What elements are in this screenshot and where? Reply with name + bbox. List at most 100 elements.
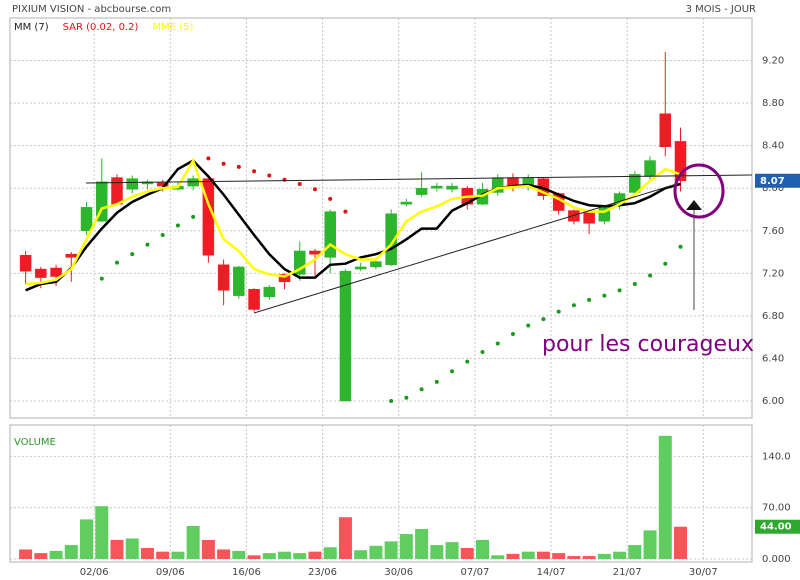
y-tick-label: 6.40 <box>762 353 784 364</box>
candle-body <box>111 177 123 205</box>
candle-body <box>278 274 291 283</box>
price-panel <box>9 17 753 419</box>
volume-bar <box>262 553 276 559</box>
y-tick-label: 8.00 <box>762 183 784 194</box>
volume-tick-label: 140.0 <box>762 451 791 462</box>
y-tick-label: 7.60 <box>762 226 784 237</box>
candle-body <box>629 174 641 193</box>
sar-dot <box>587 297 592 302</box>
x-tick-label: 16/06 <box>232 567 261 578</box>
candle-body <box>126 178 138 190</box>
candle-body <box>156 182 169 187</box>
sar-dot <box>99 276 104 281</box>
volume-bar <box>628 545 642 559</box>
volume-bar <box>34 553 48 559</box>
x-tick-label: 30/06 <box>384 567 413 578</box>
sar-dot <box>145 242 150 247</box>
volume-bar <box>506 553 520 559</box>
sar-dot <box>130 252 135 257</box>
sar-dot <box>267 173 272 178</box>
candle-body <box>248 289 260 310</box>
sar-dot <box>495 341 500 346</box>
candle-body <box>294 250 306 275</box>
sar-dot <box>526 323 531 328</box>
volume-bar <box>49 550 63 559</box>
volume-tick-label: 70.00 <box>762 503 791 514</box>
volume-bar <box>643 530 657 559</box>
sar-dot <box>343 209 348 214</box>
volume-bar <box>582 556 596 559</box>
sar-dot <box>252 169 257 174</box>
sar-dot <box>221 161 226 166</box>
volume-bar <box>430 545 444 559</box>
volume-bar <box>19 549 33 559</box>
candle-body <box>415 187 428 195</box>
x-tick-label: 23/06 <box>308 567 337 578</box>
sar-dot <box>571 303 576 308</box>
last-price-label: 8.07 <box>760 176 785 187</box>
chart-title: PIXIUM VISION - abcbourse.com <box>12 4 171 15</box>
sar-dot <box>480 350 485 355</box>
x-tick-label: 09/06 <box>156 567 185 578</box>
volume-bar <box>308 551 322 559</box>
candle-body <box>309 250 321 255</box>
volume-bar <box>247 555 261 559</box>
volume-bar <box>293 553 307 559</box>
sar-dot <box>602 293 607 298</box>
sar-dot <box>114 260 119 265</box>
candle-body <box>354 266 367 270</box>
sar-dot <box>632 281 637 286</box>
volume-bar <box>217 549 231 559</box>
volume-bar <box>338 517 352 559</box>
candle-body <box>370 261 382 268</box>
sar-dot <box>236 164 241 169</box>
candle-body <box>263 286 276 297</box>
volume-bar <box>125 538 139 559</box>
volume-bar <box>674 526 688 559</box>
volume-bar <box>323 547 337 559</box>
volume-bar <box>384 541 398 559</box>
candle-body <box>324 211 336 258</box>
y-tick-label: 8.40 <box>762 141 784 152</box>
y-tick-label: 6.00 <box>762 396 784 407</box>
grid: 6.00 6.40 6.80 7.20 7.60 8.00 8.40 8.80 9.20 0.00… <box>10 18 791 578</box>
y-tick-label: 9.20 <box>762 56 784 67</box>
volume-bar <box>597 553 611 559</box>
volume-bar <box>415 528 429 559</box>
x-tick-label: 14/07 <box>537 567 566 578</box>
candle-body <box>583 212 595 224</box>
arrow-head <box>686 200 702 210</box>
candle-body <box>80 207 93 232</box>
sar-dot <box>678 244 683 249</box>
candle-body <box>385 213 397 266</box>
chart-subtitle: 3 MOIS - JOUR <box>686 4 756 15</box>
volume-bar <box>445 542 459 559</box>
volume-bar <box>140 548 154 559</box>
volume-bar <box>536 551 550 559</box>
highlight-circle <box>673 163 725 219</box>
volume-bar <box>613 551 627 559</box>
x-tick-label: 07/07 <box>460 567 489 578</box>
sar-dot <box>312 187 317 192</box>
volume-bar <box>186 526 200 559</box>
candle-body <box>339 270 352 402</box>
sar-dot <box>541 317 546 322</box>
candle-body <box>187 178 199 187</box>
sar-dot <box>175 223 180 228</box>
candle-body <box>446 185 458 190</box>
volume-bar <box>171 551 185 559</box>
candle-body <box>644 160 656 177</box>
last-price-box <box>755 173 800 188</box>
candle-body <box>400 201 413 205</box>
volume-bar <box>201 539 215 559</box>
candle-body <box>659 113 672 147</box>
resistance-line <box>85 174 753 184</box>
sar-dot <box>450 369 455 374</box>
legend: MM (7) SAR (0.02, 0.2) MME (5) <box>14 22 193 33</box>
volume-bar <box>156 551 170 559</box>
sar-dot <box>465 359 470 364</box>
legend-entry: MM (7) <box>14 22 49 33</box>
volume-bar <box>491 555 505 559</box>
volume-bar <box>658 435 672 559</box>
volume-bar <box>460 548 474 559</box>
